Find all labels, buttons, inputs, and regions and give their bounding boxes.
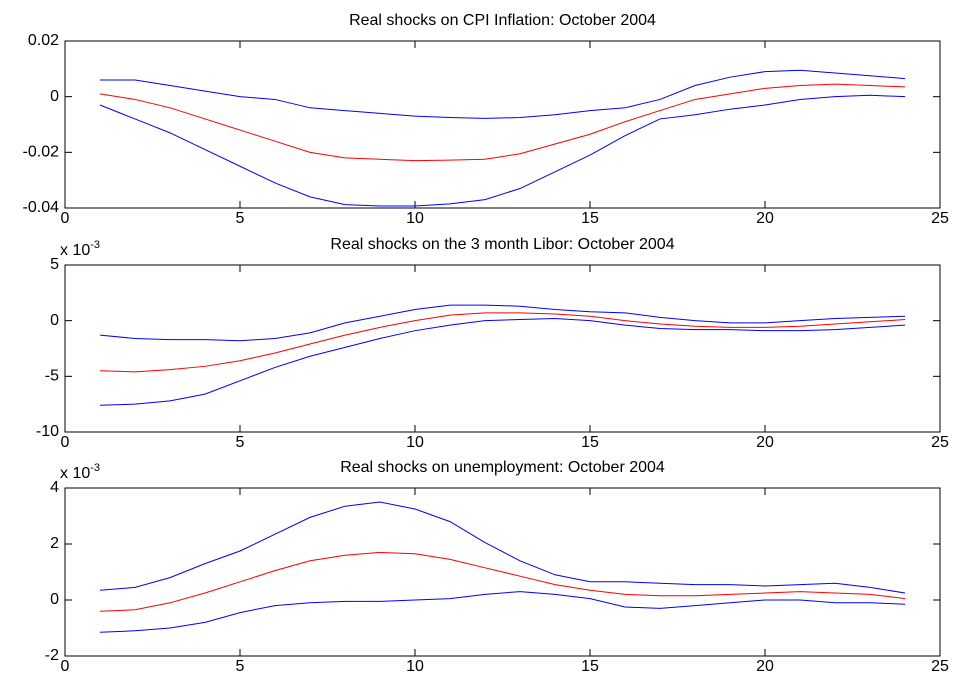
x-tick-label: 10 xyxy=(406,210,424,227)
x-tick-label: 20 xyxy=(756,658,774,675)
y-tick-label: 0.02 xyxy=(28,32,59,49)
y-tick-label: 0 xyxy=(50,88,59,105)
y-tick-label: 0 xyxy=(50,312,59,329)
x-tick-label: 5 xyxy=(236,658,245,675)
x-tick-label: 0 xyxy=(61,658,70,675)
series-line xyxy=(99,312,906,373)
chart-title: Real shocks on unemployment: October 200… xyxy=(340,459,665,476)
x-tick-label: 25 xyxy=(931,434,949,451)
x-tick-label: 0 xyxy=(61,210,70,227)
y-tick-label: 2 xyxy=(50,535,59,552)
exponent-power: -3 xyxy=(90,462,100,474)
series-line xyxy=(100,69,906,119)
exponent-power: -3 xyxy=(90,239,100,251)
x-tick-label: 15 xyxy=(581,210,599,227)
plot-area xyxy=(64,40,941,209)
series-line xyxy=(99,551,906,612)
y-tick-label: -5 xyxy=(45,368,59,385)
series-line xyxy=(99,501,906,594)
exponent-label: x 10-3 xyxy=(60,239,100,259)
x-tick-label: 15 xyxy=(581,434,599,451)
x-tick-label: 25 xyxy=(931,210,949,227)
x-tick-label: 0 xyxy=(61,434,70,451)
exponent-base: x 10 xyxy=(60,242,90,259)
y-tick-label: -10 xyxy=(36,423,59,440)
chart-title: Real shocks on CPI Inflation: October 20… xyxy=(349,12,656,29)
x-tick-label: 20 xyxy=(756,434,774,451)
series-line xyxy=(99,304,906,342)
y-tick-label: 4 xyxy=(50,479,59,496)
x-tick-label: 15 xyxy=(581,658,599,675)
series-line xyxy=(99,83,906,162)
x-tick-label: 20 xyxy=(756,210,774,227)
exponent-base: x 10 xyxy=(60,465,90,482)
x-tick-label: 5 xyxy=(236,210,245,227)
y-tick-label: -0.02 xyxy=(23,144,60,161)
y-tick-label: -0.04 xyxy=(23,199,60,216)
x-tick-label: 10 xyxy=(406,434,424,451)
y-tick-label: 5 xyxy=(50,256,59,273)
exponent-label: x 10-3 xyxy=(60,462,100,482)
x-tick-label: 25 xyxy=(931,658,949,675)
plot-area xyxy=(64,264,941,433)
y-tick-label: -2 xyxy=(45,647,59,664)
chart-title: Real shocks on the 3 month Libor: Octobe… xyxy=(330,236,674,253)
series-line xyxy=(99,317,906,406)
y-tick-label: 0 xyxy=(50,591,59,608)
series-line xyxy=(99,591,906,633)
x-tick-label: 5 xyxy=(236,434,245,451)
series-line xyxy=(99,94,906,207)
x-tick-label: 10 xyxy=(406,658,424,675)
